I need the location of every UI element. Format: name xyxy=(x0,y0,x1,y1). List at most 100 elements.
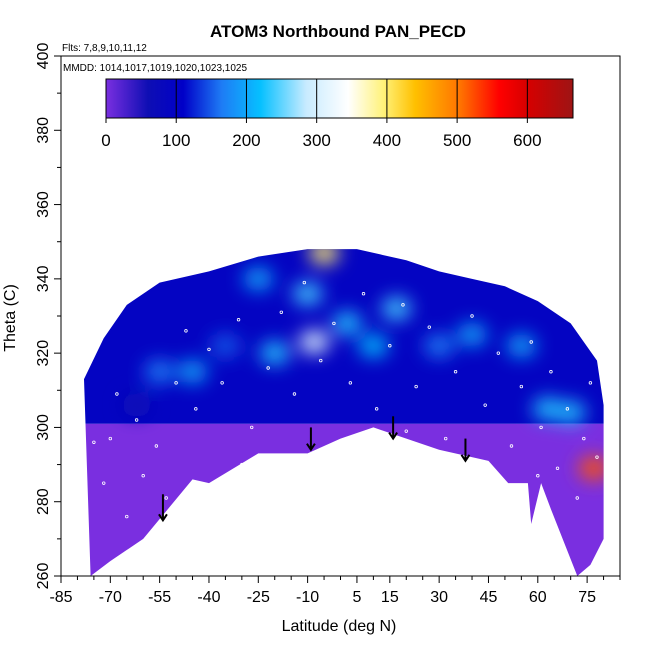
y-tick-label: 360 xyxy=(35,191,52,218)
field-feature xyxy=(358,333,389,358)
observation-point xyxy=(174,381,178,385)
arrow-markers xyxy=(158,416,471,523)
observation-point xyxy=(539,425,543,430)
colorbar-ramp xyxy=(105,78,574,119)
y-tick-label: 300 xyxy=(35,414,52,441)
x-tick-label: -40 xyxy=(197,589,220,606)
observation-point xyxy=(250,425,254,430)
down-arrow-marker xyxy=(306,427,316,452)
observation-point xyxy=(509,444,514,448)
observation-point xyxy=(92,440,96,444)
observation-point xyxy=(240,462,244,467)
y-tick-label: 380 xyxy=(35,117,52,144)
y-tick-label: 340 xyxy=(35,265,52,292)
observation-point xyxy=(427,325,431,329)
down-arrow-marker xyxy=(388,416,398,441)
colorbar-tick-label: 300 xyxy=(302,131,330,150)
y-tick-label: 400 xyxy=(35,43,52,70)
colorbar-tick-label: 500 xyxy=(443,131,471,150)
field-feature xyxy=(177,359,208,384)
observation-point xyxy=(483,403,487,407)
observation-point xyxy=(404,429,408,433)
observation-point xyxy=(588,381,593,385)
field-feature xyxy=(292,281,323,306)
observation-point xyxy=(266,366,270,370)
observation-point xyxy=(292,392,297,396)
x-tick-label: 15 xyxy=(381,589,399,606)
observation-point xyxy=(414,384,418,389)
dates-annotation: MMDD: 1014,1017,1019,1020,1023,1025 xyxy=(63,63,247,74)
x-tick-label: 75 xyxy=(578,589,596,606)
x-axis-label: Latitude (deg N) xyxy=(282,618,397,635)
observation-point xyxy=(194,407,198,411)
y-tick-label: 320 xyxy=(35,340,52,367)
x-tick-label: 45 xyxy=(480,589,498,606)
observation-point xyxy=(348,381,353,385)
observation-point xyxy=(496,351,501,355)
x-tick-label: -25 xyxy=(247,589,270,606)
colorbar-ticks: 0 100 200 300 400 500 600 xyxy=(101,79,542,150)
observation-point xyxy=(134,418,139,422)
colorbar-tick-label: 400 xyxy=(373,131,401,150)
observation-point xyxy=(444,436,448,441)
field-feature xyxy=(532,396,563,421)
field-feature xyxy=(309,249,340,265)
field-feature xyxy=(555,400,586,425)
field-feature xyxy=(299,330,330,354)
x-tick-label: -85 xyxy=(49,589,72,606)
down-arrow-marker xyxy=(460,438,471,463)
observation-point xyxy=(319,358,323,363)
flights-annotation: Flts: 7,8,9,10,11,12 xyxy=(62,43,147,54)
observation-point xyxy=(453,370,458,374)
observation-point xyxy=(582,436,586,441)
x-tick-label: -55 xyxy=(148,589,171,606)
y-axis: 260 280 300 320 340 360 380 400 xyxy=(35,43,61,590)
colorbar-tick-label: 100 xyxy=(162,131,190,150)
observation-point xyxy=(549,370,553,374)
down-arrow-marker xyxy=(158,494,168,523)
x-tick-label: 5 xyxy=(352,589,361,606)
field-feature xyxy=(578,456,604,481)
field-feature xyxy=(210,333,241,358)
field-feature xyxy=(121,393,152,418)
observation-point xyxy=(536,474,540,478)
observation-point xyxy=(361,292,366,296)
chart-title: ATOM3 Northbound PAN_PECD xyxy=(210,22,466,41)
field-feature xyxy=(381,296,412,321)
observation-point xyxy=(164,496,168,500)
observation-point xyxy=(154,444,159,448)
low-theta-band xyxy=(84,423,604,576)
field-feature xyxy=(243,266,274,291)
field-feature xyxy=(259,341,290,366)
observation-point xyxy=(102,481,106,485)
x-tick-label: 60 xyxy=(529,589,547,606)
x-tick-label: -10 xyxy=(296,589,319,606)
x-axis: -85 -70 -55 -40 -25 -10 5 15 30 45 60 75 xyxy=(49,576,621,606)
observation-point xyxy=(595,455,599,459)
colorbar: 0 100 200 300 400 500 600 xyxy=(101,78,574,150)
plot-area xyxy=(84,249,604,576)
observation-point xyxy=(141,474,145,478)
observation-point xyxy=(184,329,188,333)
y-tick-label: 260 xyxy=(35,563,52,590)
y-tick-label: 280 xyxy=(35,488,52,515)
observation-point xyxy=(332,321,336,326)
observation-point xyxy=(236,318,241,322)
observation-point xyxy=(374,407,379,411)
observation-point xyxy=(302,280,307,285)
field-feature xyxy=(144,359,175,384)
observation-points xyxy=(92,280,599,519)
x-tick-label: 30 xyxy=(430,589,448,606)
observation-point xyxy=(519,384,524,389)
field-feature xyxy=(424,333,455,358)
observation-point xyxy=(220,381,224,385)
colorbar-tick-label: 0 xyxy=(101,131,110,150)
observation-point xyxy=(115,392,119,396)
observation-point xyxy=(575,496,579,500)
observation-point xyxy=(565,407,570,411)
observation-point xyxy=(555,466,560,470)
pan-field xyxy=(84,249,604,576)
observation-point xyxy=(125,514,129,519)
observation-point xyxy=(279,310,284,314)
